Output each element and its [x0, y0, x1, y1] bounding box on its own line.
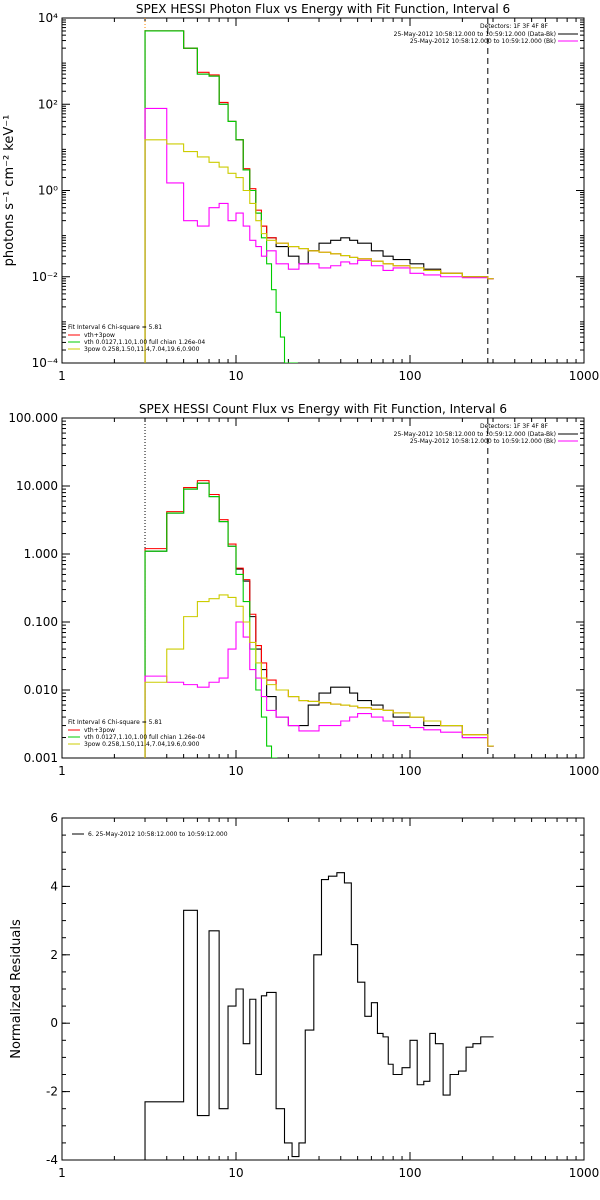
- count-series-2: [144, 482, 278, 758]
- photon-y-axis-label: photons s⁻¹ cm⁻² keV⁻¹: [2, 115, 17, 267]
- photon-legend-entry: 25-May-2012 10:58:12.000 to 10:59:12.000…: [394, 31, 556, 38]
- resid-x-tick-label: 10: [228, 1166, 243, 1180]
- count-y-tick-label: 1.000: [24, 547, 58, 561]
- photon-x-tick-label: 1: [58, 369, 66, 383]
- photon-panel: SPEX HESSI Photon Flux vs Energy with Fi…: [2, 2, 599, 383]
- count-fit-legend-header: Fit Interval 6 Chi-square = 5.81: [68, 719, 162, 726]
- photon-series-2: [144, 30, 298, 363]
- resid-panel: Normalized Residuals 1 10 100 1000 -4 -2 0 2 4 6 6.…: [9, 811, 599, 1180]
- count-x-tick-label: 10: [228, 764, 243, 778]
- photon-series-0: [144, 30, 494, 363]
- count-fit-legend-entry: vth 0.0127,1.10,1.00 full chian 1.26e-04: [84, 734, 205, 741]
- resid-plot-area: [144, 872, 494, 1160]
- count-series-4: [144, 594, 494, 758]
- count-y-tick-label: 0.001: [24, 751, 58, 765]
- resid-frame: [61, 817, 585, 1161]
- photon-series-1: [144, 30, 494, 363]
- count-y-tick-label: 0.010: [24, 683, 58, 697]
- photon-title: SPEX HESSI Photon Flux vs Energy with Fi…: [136, 2, 510, 16]
- resid-y-tick-label: -4: [46, 1153, 58, 1167]
- count-panel: SPEX HESSI Count Flux vs Energy with Fit…: [8, 402, 599, 778]
- photon-y-tick-label: 10²: [38, 97, 58, 111]
- photon-y-tick-label: 10⁻²: [32, 270, 59, 284]
- resid-y-tick-label: 2: [50, 948, 58, 962]
- photon-y-tick-label: 10⁻⁴: [32, 356, 59, 370]
- photon-series-3: [144, 107, 494, 363]
- count-y-tick-label: 100.000: [8, 411, 58, 425]
- count-fit-legend-entry: vth+3pow: [84, 727, 115, 734]
- count-series-3: [144, 621, 494, 758]
- count-x-tick-label: 1: [58, 764, 66, 778]
- resid-series-0: [144, 872, 494, 1160]
- count-title: SPEX HESSI Count Flux vs Energy with Fit…: [139, 402, 507, 416]
- count-x-tick-label: 100: [399, 764, 422, 778]
- photon-legend-header: Detectors: 1F 3F 4F 8F: [480, 23, 549, 30]
- resid-x-tick-label: 1000: [569, 1166, 600, 1180]
- count-y-tick-label: 10.000: [16, 479, 58, 493]
- resid-y-tick-label: 4: [50, 879, 58, 893]
- resid-x-tick-label: 1: [58, 1166, 66, 1180]
- resid-y-tick-label: 6: [50, 811, 58, 825]
- resid-y-tick-label: -2: [46, 1085, 58, 1099]
- resid-y-axis-label: Normalized Residuals: [9, 919, 24, 1059]
- resid-legend-entry: 6. 25-May-2012 10:58:12.000 to 10:59:12.…: [88, 831, 228, 838]
- count-fit-legend-entry: 3pow 0.258,1.50,11.4,7.04,19.6,0.900: [84, 741, 200, 748]
- photon-plot-area: [144, 18, 494, 363]
- photon-y-tick-label: 10⁰: [38, 184, 58, 198]
- photon-fit-legend-entry: 3pow 0.258,1.50,11.4,7.04,19.6,0.900: [84, 346, 200, 353]
- count-series-1: [144, 480, 494, 758]
- photon-frame: [61, 17, 585, 364]
- photon-x-tick-label: 100: [399, 369, 422, 383]
- photon-x-tick-label: 10: [228, 369, 243, 383]
- count-x-tick-label: 1000: [569, 764, 600, 778]
- photon-fit-legend-header: Fit Interval 6 Chi-square = 5.81: [68, 324, 162, 331]
- photon-x-tick-label: 1000: [569, 369, 600, 383]
- count-series-0: [144, 482, 494, 758]
- count-plot-area: [144, 418, 494, 758]
- photon-legend-entry: 25-May-2012 10:58:12.000 to 10:59:12.000…: [410, 38, 556, 45]
- count-legend-header: Detectors: 1F 3F 4F 8F: [480, 423, 549, 430]
- photon-fit-legend-entry: vth 0.0127,1.10,1.00 full chian 1.26e-04: [84, 339, 205, 346]
- resid-y-tick-label: 0: [50, 1016, 58, 1030]
- count-frame: [61, 417, 585, 759]
- photon-series-4: [144, 139, 494, 363]
- count-legend-entry: 25-May-2012 10:58:12.000 to 10:59:12.000…: [410, 438, 556, 445]
- resid-x-tick-label: 100: [399, 1166, 422, 1180]
- count-legend-entry: 25-May-2012 10:58:12.000 to 10:59:12.000…: [394, 431, 556, 438]
- count-y-tick-label: 0.100: [24, 615, 58, 629]
- photon-fit-legend-entry: vth+3pow: [84, 332, 115, 339]
- photon-y-tick-label: 10⁴: [38, 11, 58, 25]
